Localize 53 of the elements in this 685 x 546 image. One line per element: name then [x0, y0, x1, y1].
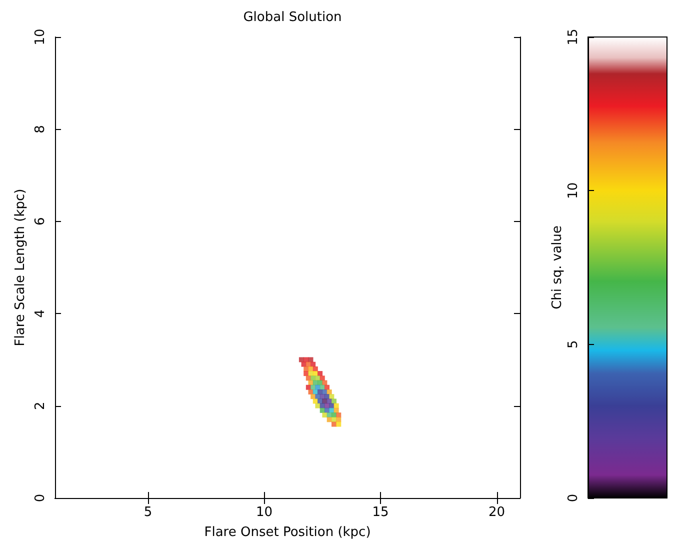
point [318, 371, 323, 376]
chart-title: Global Solution [243, 10, 342, 25]
point [329, 403, 334, 408]
color-bar-label: 5 [566, 340, 581, 348]
point [315, 394, 320, 400]
point [308, 357, 314, 362]
point [332, 398, 336, 404]
point [304, 366, 309, 372]
x-tick-label: 5 [144, 505, 152, 520]
point [329, 394, 334, 400]
x-tick-label: 15 [372, 505, 389, 520]
point [304, 357, 309, 362]
point [312, 366, 318, 372]
color-bar-label: 15 [566, 28, 581, 46]
point [322, 380, 328, 386]
point [334, 408, 339, 413]
point [332, 422, 336, 427]
point [334, 403, 339, 408]
point [326, 398, 332, 404]
point [310, 362, 316, 367]
point [336, 412, 342, 418]
x-tick-label: 10 [256, 505, 273, 520]
point [326, 389, 332, 394]
point [304, 371, 309, 376]
point [298, 357, 304, 362]
point [320, 376, 325, 381]
point [312, 398, 318, 404]
point [324, 384, 330, 390]
y-axis-title: Flare Scale Length (kpc) [13, 188, 28, 346]
point [322, 412, 328, 418]
color-bar-label: 10 [566, 182, 581, 199]
point [322, 398, 328, 404]
x-axis-title: Flare Onset Position (kpc) [204, 525, 371, 540]
y-tick-label: 8 [33, 125, 48, 134]
point [306, 376, 311, 381]
x-tick-label: 20 [488, 505, 506, 520]
point [336, 417, 342, 422]
y-tick-label: 2 [33, 402, 48, 410]
point [310, 376, 316, 381]
point [322, 389, 328, 394]
y-tick-label: 10 [33, 28, 48, 46]
point [336, 422, 342, 427]
y-tick-label: 6 [33, 217, 48, 226]
y-tick-label: 4 [33, 309, 48, 318]
point [315, 403, 320, 408]
point [318, 398, 323, 404]
color-bar-label: 0 [566, 494, 581, 502]
point [315, 376, 320, 381]
point [326, 417, 332, 422]
color-bar-title: Chi sq. value [550, 226, 565, 310]
point [329, 408, 334, 413]
point [315, 384, 320, 390]
y-tick-label: 0 [33, 494, 48, 502]
